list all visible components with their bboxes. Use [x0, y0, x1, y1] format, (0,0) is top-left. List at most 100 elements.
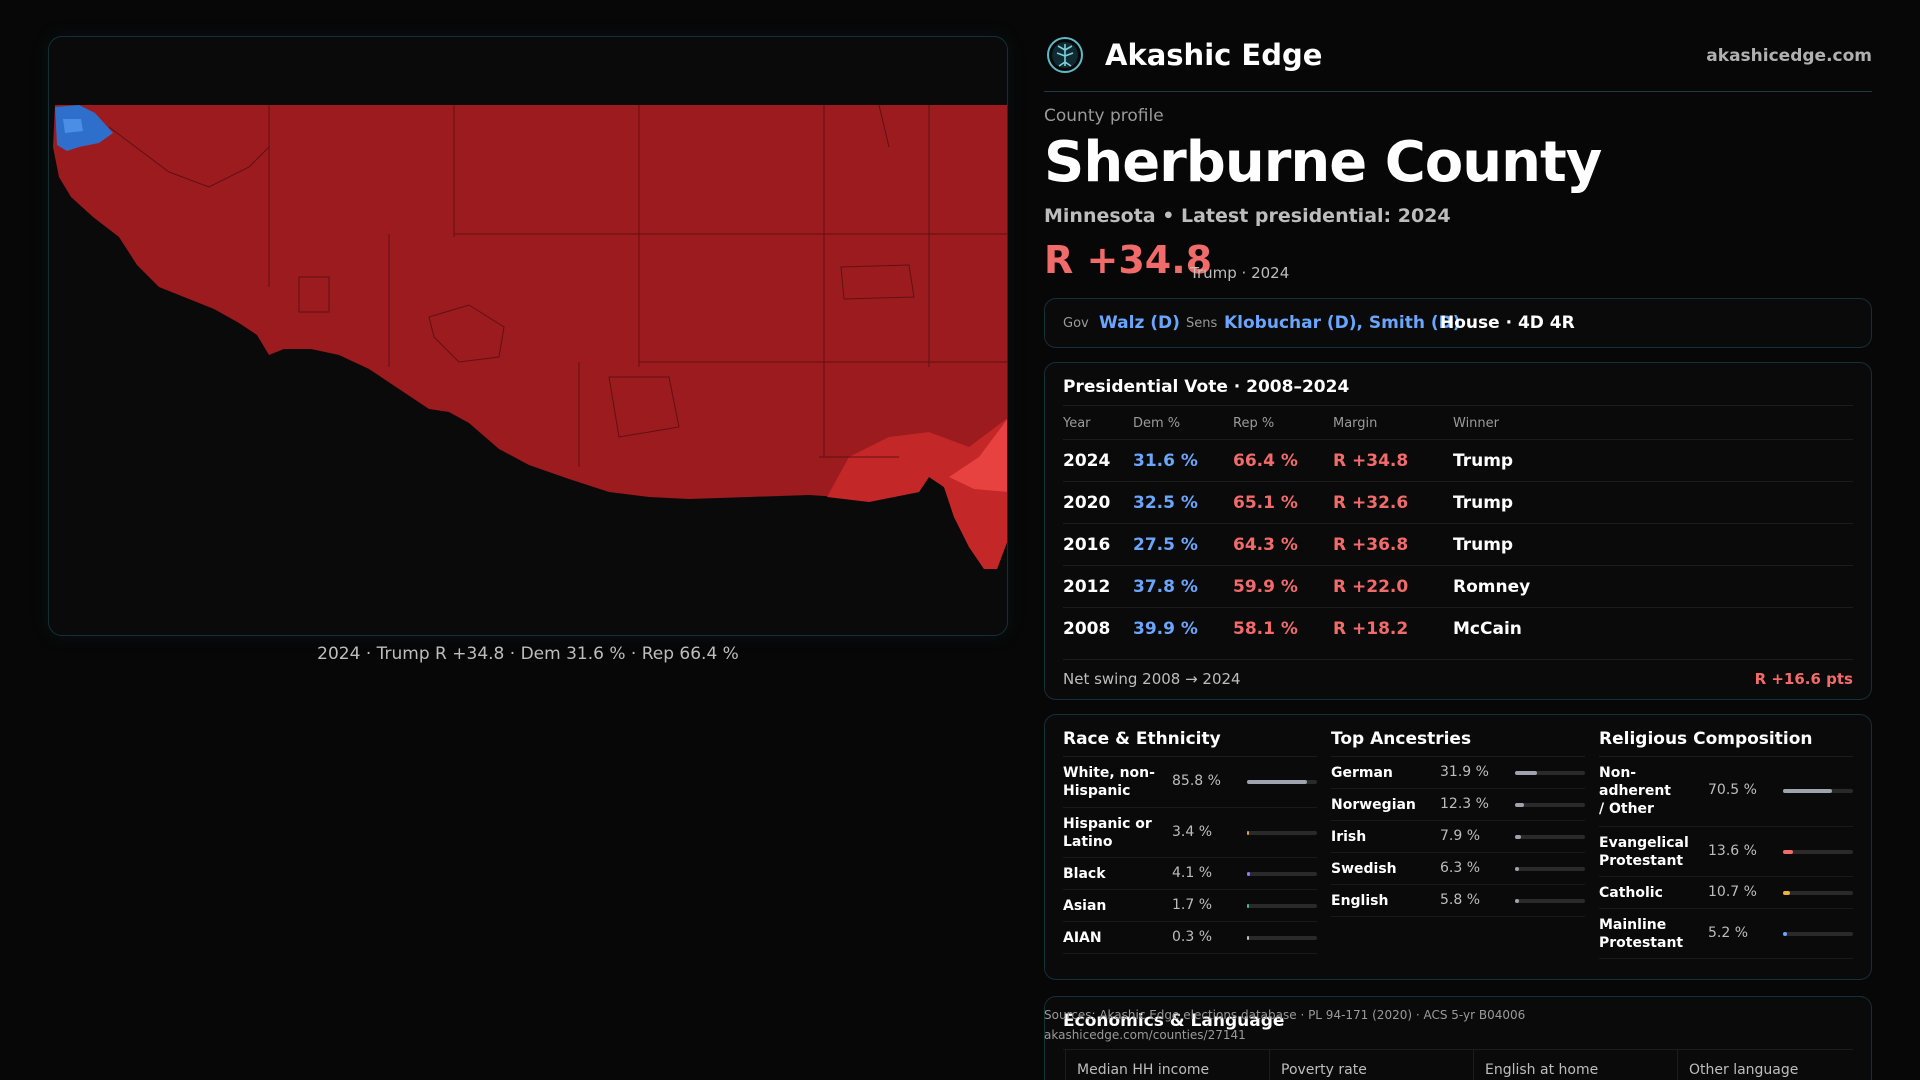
- ancestry-bar-fill: [1515, 835, 1521, 839]
- race-bar: [1247, 904, 1317, 908]
- table-row: 2008 39.9 % 58.1 % R +18.2 McCain: [1063, 607, 1853, 649]
- row-dem: 39.9 %: [1133, 619, 1198, 639]
- ancestry-label: Irish: [1331, 829, 1367, 845]
- brand-url-link[interactable]: akashicedge.com: [1706, 46, 1872, 66]
- row-year: 2016: [1063, 535, 1111, 555]
- race-value: 4.1 %: [1172, 865, 1213, 881]
- race-bar-fill: [1247, 831, 1250, 835]
- econ-other-language-label: Other language: [1689, 1062, 1799, 1078]
- religion-label: Catholic: [1599, 885, 1663, 901]
- religion-label: Non-adherent / Other: [1599, 765, 1671, 817]
- race-title: Race & Ethnicity: [1063, 729, 1317, 757]
- latest-margin-note: Trump · 2024: [1190, 264, 1290, 282]
- ancestry-value: 12.3 %: [1440, 796, 1489, 812]
- religion-title: Religious Composition: [1599, 729, 1853, 757]
- house-delegation: House · 4D 4R: [1440, 313, 1575, 333]
- presidential-vote-card: Presidential Vote · 2008–2024 Year Dem %…: [1044, 362, 1872, 700]
- table-row: 2012 37.8 % 59.9 % R +22.0 Romney: [1063, 565, 1853, 607]
- map-precincts-dem[interactable]: [55, 105, 113, 151]
- economics-title: Economics & Language: [1063, 1011, 1285, 1031]
- race-ethnicity-section: Race & Ethnicity White, non-Hispanic 85.…: [1063, 729, 1317, 954]
- row-margin: R +18.2: [1333, 619, 1409, 639]
- row-dem: 37.8 %: [1133, 577, 1198, 597]
- divider: [1677, 1049, 1678, 1080]
- row-year: 2012: [1063, 577, 1111, 597]
- race-label: Asian: [1063, 898, 1107, 914]
- table-row: 2020 32.5 % 65.1 % R +32.6 Trump: [1063, 481, 1853, 523]
- map-precincts-dem-light[interactable]: [63, 119, 83, 133]
- ancestry-label: Swedish: [1331, 861, 1397, 877]
- sources-note: Sources: Akashic Edge elections database…: [1044, 1005, 1525, 1045]
- race-value: 85.8 %: [1172, 773, 1221, 789]
- officials-card: Gov Walz (D) Sens Klobuchar (D), Smith (…: [1044, 298, 1872, 348]
- county-map[interactable]: [49, 37, 1008, 636]
- list-item: German 31.9 %: [1331, 757, 1585, 789]
- econ-median-income-label: Median HH income: [1077, 1062, 1210, 1078]
- row-winner: McCain: [1453, 619, 1522, 639]
- row-year: 2020: [1063, 493, 1111, 513]
- presidential-table: Year Dem % Rep % Margin Winner 2024 31.6…: [1063, 405, 1853, 649]
- religion-bar-fill: [1783, 891, 1791, 895]
- ancestry-value: 5.8 %: [1440, 892, 1481, 908]
- brand-name[interactable]: Akashic Edge: [1105, 38, 1323, 72]
- county-map-panel[interactable]: [48, 36, 1008, 636]
- table-row: 2024 31.6 % 66.4 % R +34.8 Trump: [1063, 439, 1853, 481]
- tree-of-life-icon[interactable]: [1046, 36, 1084, 74]
- map-precincts-rep-light[interactable]: [827, 417, 1008, 569]
- religion-value: 13.6 %: [1708, 843, 1757, 859]
- race-bar-fill: [1247, 904, 1250, 908]
- ancestry-value: 6.3 %: [1440, 860, 1481, 876]
- table-header: Year Dem % Rep % Margin Winner: [1063, 405, 1853, 439]
- ancestry-bar: [1515, 867, 1585, 871]
- religion-bar-fill: [1783, 789, 1833, 793]
- row-year: 2008: [1063, 619, 1111, 639]
- race-value: 3.4 %: [1172, 824, 1213, 840]
- sources-link[interactable]: akashicedge.com/counties/27141: [1044, 1028, 1246, 1042]
- divider: [1473, 1049, 1474, 1080]
- race-label: Black: [1063, 866, 1106, 882]
- ancestry-bar: [1515, 771, 1585, 775]
- row-dem: 32.5 %: [1133, 493, 1198, 513]
- list-item: Non-adherent / Other 70.5 %: [1599, 757, 1853, 827]
- ancestry-value: 31.9 %: [1440, 764, 1489, 780]
- row-rep: 58.1 %: [1233, 619, 1298, 639]
- ancestry-label: German: [1331, 765, 1393, 781]
- religion-section: Religious Composition Non-adherent / Oth…: [1599, 729, 1853, 959]
- header-dem: Dem %: [1133, 416, 1181, 431]
- religion-bar-fill: [1783, 932, 1787, 936]
- economics-header: Median HH income Poverty rate English at…: [1063, 1049, 1853, 1078]
- latest-margin: R +34.8: [1044, 238, 1213, 282]
- list-item: Black 4.1 %: [1063, 858, 1317, 890]
- race-bar-fill: [1247, 780, 1308, 784]
- map-precincts-rep-bright[interactable]: [949, 417, 1008, 492]
- divider: [1065, 1049, 1066, 1080]
- ancestry-bar: [1515, 835, 1585, 839]
- list-item: Swedish 6.3 %: [1331, 853, 1585, 885]
- race-bar: [1247, 780, 1317, 784]
- ancestry-bar-fill: [1515, 867, 1520, 871]
- net-swing-label: Net swing 2008 → 2024: [1063, 670, 1241, 688]
- list-item: Irish 7.9 %: [1331, 821, 1585, 853]
- map-precincts-rep[interactable]: [53, 105, 1008, 569]
- ancestry-value: 7.9 %: [1440, 828, 1481, 844]
- religion-value: 5.2 %: [1708, 925, 1749, 941]
- ancestry-label: Norwegian: [1331, 797, 1416, 813]
- map-caption: 2024 · Trump R +34.8 · Dem 31.6 % · Rep …: [317, 644, 739, 664]
- race-bar: [1247, 872, 1317, 876]
- header-rep: Rep %: [1233, 416, 1275, 431]
- table-row: 2016 27.5 % 64.3 % R +36.8 Trump: [1063, 523, 1853, 565]
- list-item: Mainline Protestant 5.2 %: [1599, 909, 1853, 959]
- religion-label: Mainline Protestant: [1599, 917, 1684, 951]
- list-item: Asian 1.7 %: [1063, 890, 1317, 922]
- row-winner: Trump: [1453, 535, 1514, 555]
- row-year: 2024: [1063, 451, 1111, 471]
- religion-value: 10.7 %: [1708, 884, 1757, 900]
- senators-names: Klobuchar (D), Smith (D): [1224, 313, 1461, 333]
- header-winner: Winner: [1453, 416, 1500, 431]
- sens-key: Sens: [1186, 316, 1218, 331]
- ancestry-bar: [1515, 803, 1585, 807]
- brand-header: Akashic Edge akashicedge.com: [1044, 30, 1872, 92]
- econ-poverty-label: Poverty rate: [1281, 1062, 1367, 1078]
- sources-line: Sources: Akashic Edge elections database…: [1044, 1008, 1526, 1022]
- race-bar: [1247, 936, 1317, 940]
